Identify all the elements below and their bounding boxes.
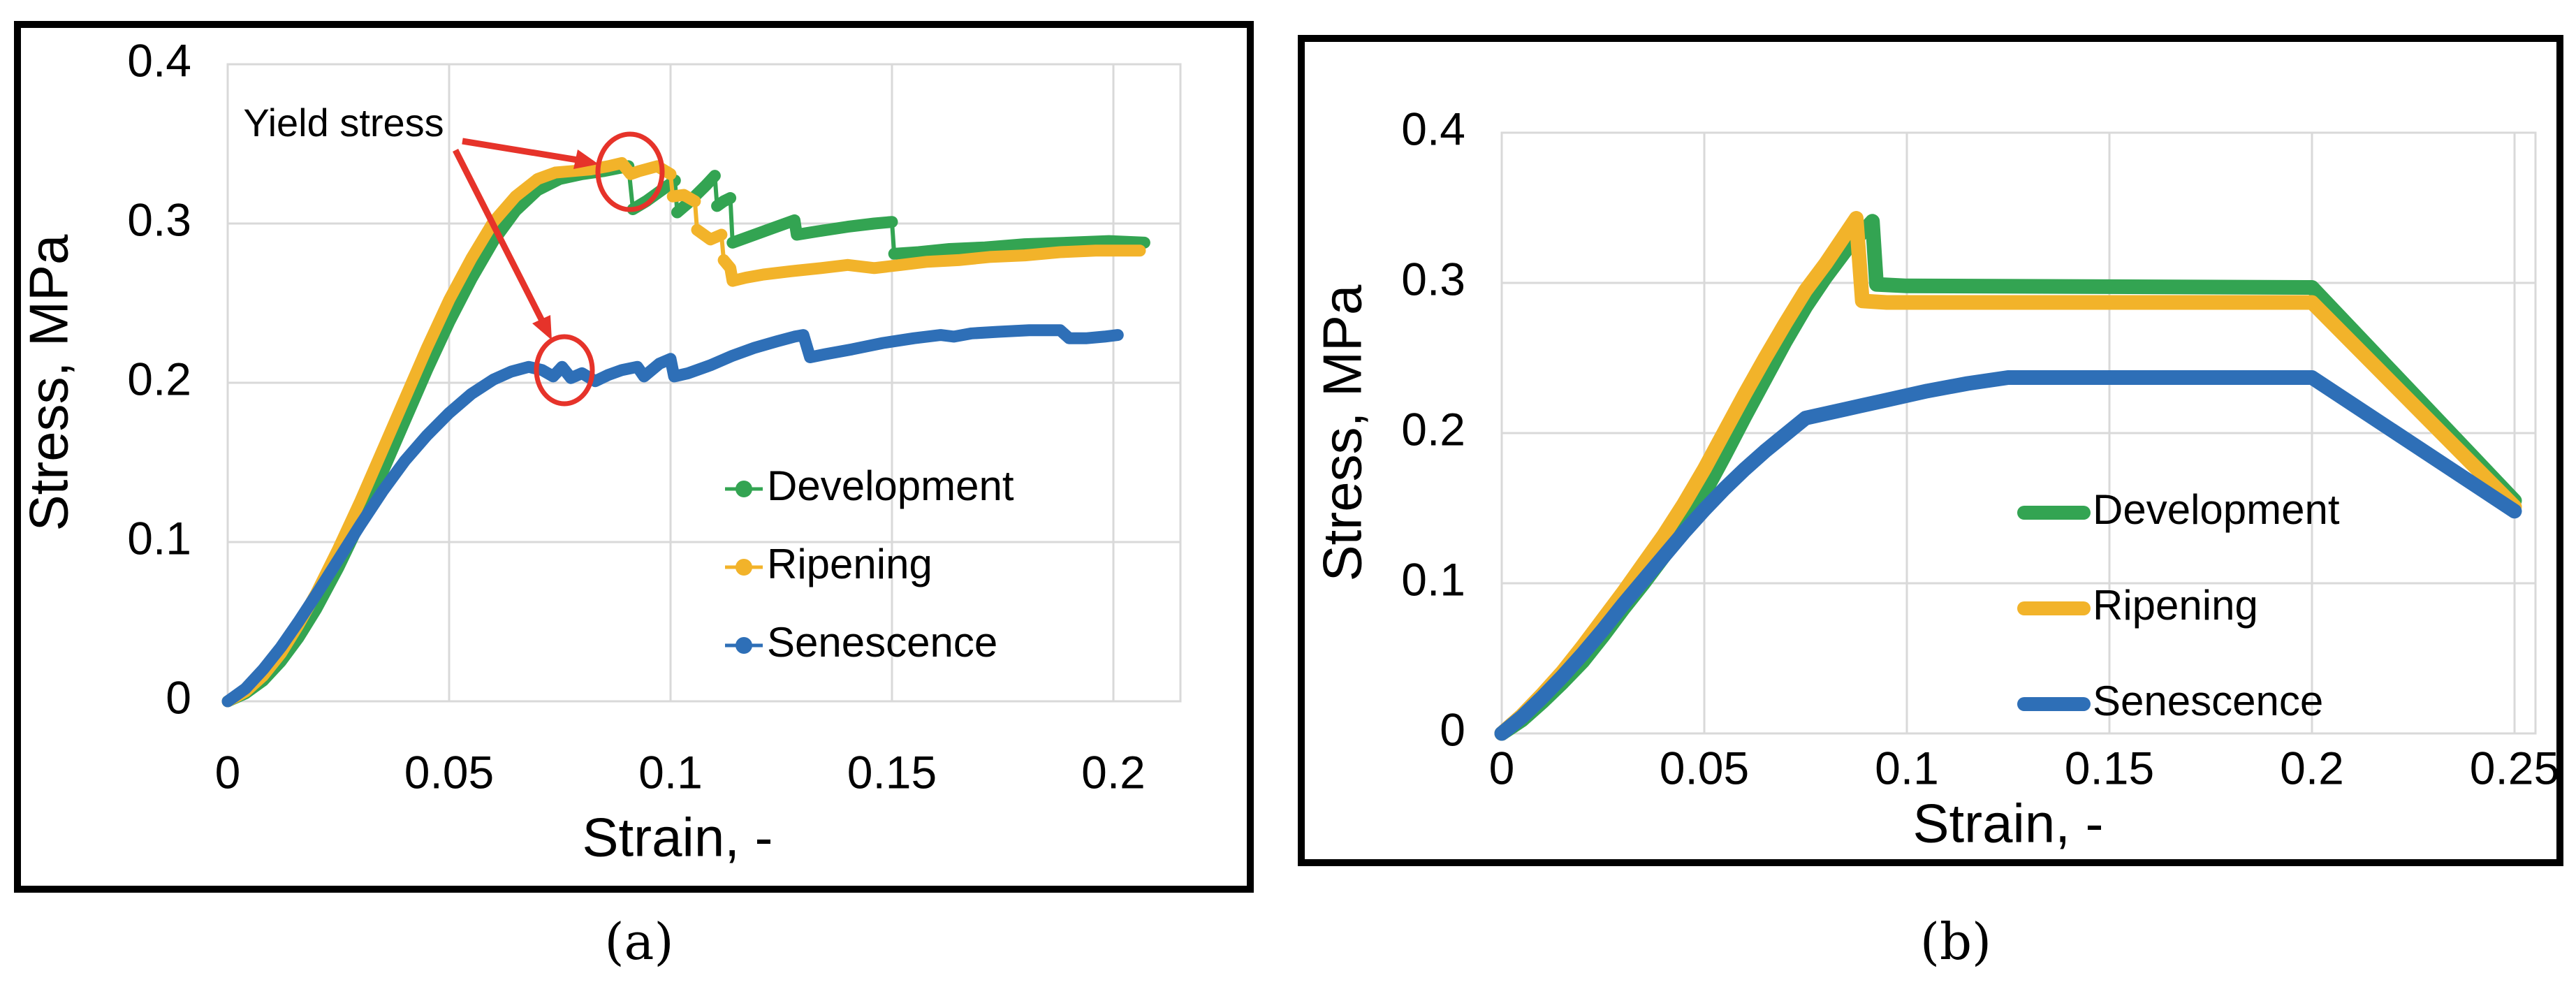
yield-circle-marker — [534, 334, 595, 407]
y-axis-title: Stress, MPa — [21, 234, 80, 531]
y-tick-label: 0.4 — [1401, 103, 1465, 154]
legend-item-development: Development — [725, 462, 1014, 509]
x-tick-label: 0 — [1489, 742, 1515, 794]
legend-label-development: Development — [2093, 486, 2340, 533]
annotation-arrow-icon — [452, 148, 552, 340]
series-development-line — [221, 160, 1150, 708]
plot-grid — [1502, 133, 2535, 733]
y-tick-label: 0 — [166, 671, 191, 723]
legend-line-dot-marker-icon — [725, 481, 763, 497]
y-tick-label: 0.3 — [127, 193, 191, 245]
x-tick-label: 0.05 — [404, 746, 494, 798]
legend-label-ripening: Ripening — [767, 541, 932, 587]
x-tick-label: 0.15 — [2065, 742, 2154, 794]
annotation-arrow-icon — [462, 138, 599, 169]
legend-item-senescence: Senescence — [725, 619, 997, 666]
y-tick-label: 0.2 — [127, 353, 191, 404]
legend-line-dot-marker-icon — [725, 637, 763, 654]
legend-item-ripening: Ripening — [2017, 582, 2258, 629]
axis-tick-labels: 0 0.05 0.1 0.15 0.2 0 0.1 0.2 0.3 0.4 — [127, 34, 1146, 798]
panel-b: 0 0.05 0.1 0.15 0.2 0.25 0 0.1 0.2 0.3 0.4 Strain, … — [1298, 35, 2563, 866]
plot-grid — [228, 64, 1180, 701]
x-tick-label: 0 — [215, 746, 241, 798]
legend-label-senescence: Senescence — [2093, 678, 2323, 724]
yield-stress-annotation: Yield stress — [243, 101, 665, 407]
x-tick-label: 0.15 — [847, 746, 937, 798]
x-axis-title: Strain, - — [582, 807, 773, 868]
legend-item-senescence: Senescence — [2017, 678, 2323, 724]
yield-stress-label: Yield stress — [243, 101, 444, 145]
x-tick-label: 0.2 — [1081, 746, 1146, 798]
legend-item-development: Development — [2017, 486, 2340, 533]
yield-circle-marker — [595, 131, 665, 212]
x-tick-label: 0.1 — [1875, 742, 1939, 794]
legend: Development Ripening Senescence — [725, 462, 1014, 666]
legend-line-dot-marker-icon — [725, 559, 763, 576]
x-tick-label: 0.05 — [1660, 742, 1749, 794]
panel-a: 0 0.05 0.1 0.15 0.2 0 0.1 0.2 0.3 0.4 Strain, - Str… — [14, 21, 1254, 893]
x-tick-label: 0.1 — [638, 746, 703, 798]
y-tick-label: 0.4 — [127, 34, 191, 86]
chart-a-svg: 0 0.05 0.1 0.15 0.2 0 0.1 0.2 0.3 0.4 Strain, - Str… — [21, 34, 1182, 868]
x-axis-title: Strain, - — [1912, 793, 2103, 854]
legend-label-development: Development — [767, 462, 1014, 509]
y-axis-title: Stress, MPa — [1312, 284, 1373, 581]
caption-b: (b) — [1919, 912, 1992, 971]
series-ripening-line — [1494, 211, 2522, 741]
legend-label-ripening: Ripening — [2093, 582, 2258, 629]
series-senescence-line — [1494, 370, 2522, 741]
chart-b-svg: 0 0.05 0.1 0.15 0.2 0.25 0 0.1 0.2 0.3 0.4 Strain, … — [1312, 103, 2556, 854]
y-tick-label: 0.1 — [1401, 553, 1465, 605]
y-tick-label: 0.2 — [1401, 403, 1465, 455]
x-tick-label: 0.25 — [2470, 742, 2556, 794]
caption-a: (a) — [604, 912, 674, 971]
y-tick-label: 0.1 — [127, 512, 191, 564]
series-senescence-line — [221, 324, 1124, 708]
plot-area — [1500, 131, 2537, 735]
axis-tick-labels: 0 0.05 0.1 0.15 0.2 0.25 0 0.1 0.2 0.3 0.4 — [1401, 103, 2556, 794]
x-tick-label: 0.2 — [2280, 742, 2344, 794]
legend-label-senescence: Senescence — [767, 619, 997, 666]
y-tick-label: 0.3 — [1401, 253, 1465, 305]
y-tick-label: 0 — [1440, 703, 1465, 755]
plot-area — [226, 63, 1182, 703]
legend-item-ripening: Ripening — [725, 541, 932, 587]
legend: Development Ripening Senescence — [2017, 486, 2340, 724]
